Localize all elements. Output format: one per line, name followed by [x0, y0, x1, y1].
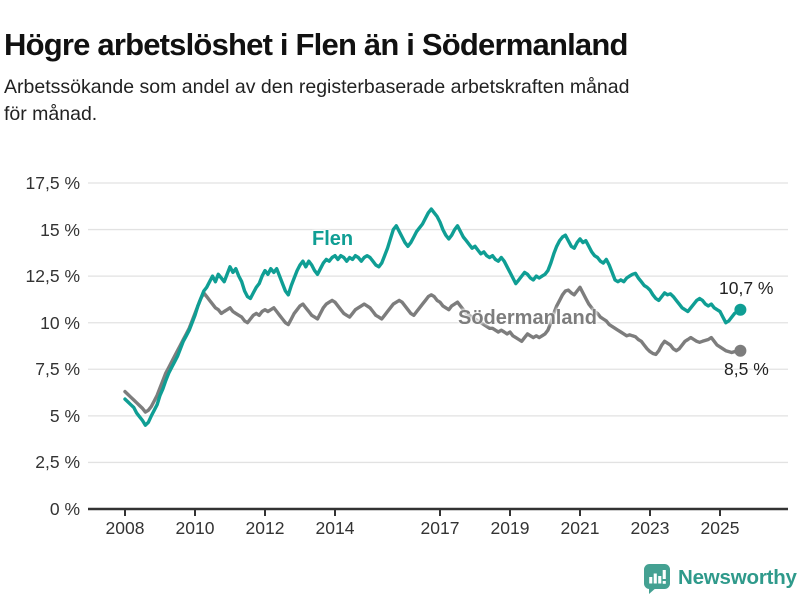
subtitle-line-1: Arbetssökande som andel av den registerb…	[4, 76, 630, 98]
series-line-flen	[123, 207, 743, 427]
x-tick-label: 2023	[630, 518, 670, 538]
y-tick-label: 7,5 %	[35, 359, 80, 380]
y-tick-label: 10 %	[40, 312, 80, 333]
y-tick-label: 15 %	[40, 219, 80, 240]
chart-subtitle: Arbetssökande som andel av den registerb…	[4, 74, 792, 128]
page-title: Högre arbetslöshet i Flen än i Södermanl…	[4, 26, 628, 62]
y-tick-label: 17,5 %	[25, 173, 80, 193]
x-tick-label: 2025	[700, 518, 740, 538]
x-tick-label: 2010	[175, 518, 215, 538]
y-tick-label: 0 %	[49, 499, 80, 519]
newsworthy-logo: Newsworthy	[642, 562, 797, 594]
x-tick-label: 2019	[490, 518, 530, 538]
newsworthy-logo-text: Newsworthy	[678, 566, 797, 589]
x-tick-label: 2021	[560, 518, 600, 538]
end-value-label-sodermanland: 8,5 %	[724, 359, 769, 379]
subtitle-line-2: för månad.	[4, 102, 98, 125]
series-line-södermanland	[123, 285, 743, 414]
x-tick-label: 2017	[420, 518, 460, 538]
x-tick-label: 2008	[105, 518, 145, 538]
newsworthy-logo-icon	[644, 563, 670, 594]
x-tick-label: 2012	[245, 518, 285, 538]
y-tick-label: 2,5 %	[35, 452, 80, 473]
y-tick-label: 12,5 %	[25, 266, 80, 287]
y-tick-label: 5 %	[49, 405, 80, 426]
series-end-dot-flen	[734, 303, 747, 316]
x-tick-label: 2014	[315, 518, 355, 538]
series-label-sodermanland: Södermanland	[458, 307, 597, 329]
series-end-dot-södermanland	[734, 344, 747, 357]
end-value-label-flen: 10,7 %	[719, 278, 774, 298]
series-label-flen: Flen	[312, 228, 354, 250]
